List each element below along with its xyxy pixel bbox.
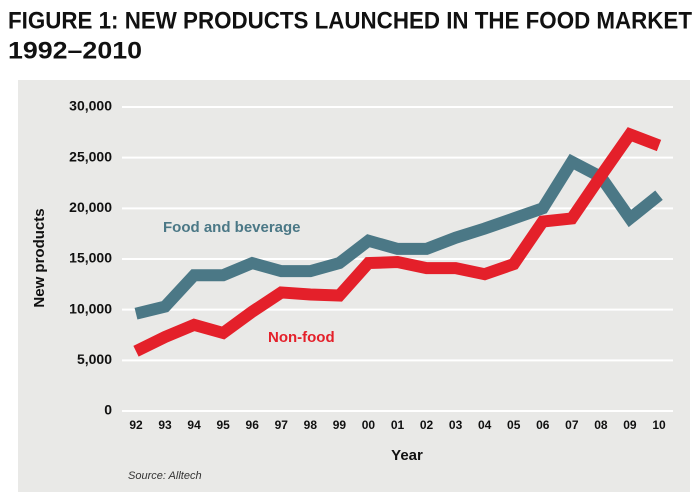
x-tick-label: 04 (478, 418, 492, 432)
x-tick-label: 93 (158, 418, 172, 432)
x-tick-label: 95 (216, 418, 230, 432)
x-tick-label: 96 (246, 418, 260, 432)
y-axis-label: New products (31, 208, 48, 307)
x-tick-label: 07 (565, 418, 579, 432)
x-tick-label: 05 (507, 418, 521, 432)
x-tick-label: 98 (304, 418, 318, 432)
y-tick-label: 0 (104, 402, 112, 418)
series-line (134, 153, 663, 320)
series-line (133, 127, 662, 357)
source-note: Source: Alltech (128, 470, 202, 482)
y-tick-label: 30,000 (69, 98, 112, 114)
x-tick-label: 99 (333, 418, 347, 432)
x-tick-label: 01 (391, 418, 405, 432)
y-tick-label: 15,000 (69, 250, 112, 266)
x-tick-label: 02 (420, 418, 434, 432)
series-label: Non-food (268, 329, 335, 346)
chart-title: FIGURE 1: NEW PRODUCTS LAUNCHED IN THE F… (8, 7, 692, 34)
x-tick-label: 94 (187, 418, 201, 432)
chart-subtitle: 1992–2010 (8, 37, 142, 64)
y-tick-label: 20,000 (69, 199, 112, 215)
x-tick-label: 09 (623, 418, 637, 432)
x-tick-label: 10 (652, 418, 666, 432)
x-tick-label: 03 (449, 418, 463, 432)
x-tick-label: 00 (362, 418, 376, 432)
x-tick-label: 97 (275, 418, 289, 432)
y-tick-label: 5,000 (77, 351, 112, 367)
x-tick-label: 08 (594, 418, 608, 432)
x-axis-label: Year (391, 447, 423, 464)
y-tick-label: 10,000 (69, 300, 112, 316)
series-label: Food and beverage (163, 219, 301, 236)
y-tick-label: 25,000 (69, 148, 112, 164)
x-tick-label: 06 (536, 418, 550, 432)
x-tick-label: 92 (129, 418, 143, 432)
